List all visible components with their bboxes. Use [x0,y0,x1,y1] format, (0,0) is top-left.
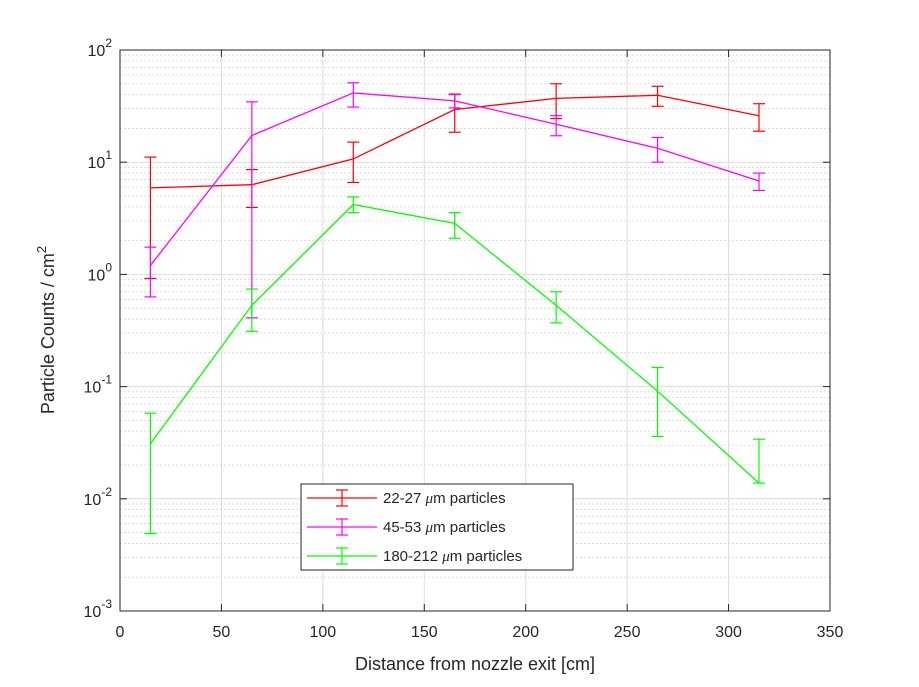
y-tick-label: 101 [88,148,113,172]
series-1 [144,83,765,280]
y-tick-label: 102 [88,36,113,60]
y-tick-label-base: 10 [84,492,102,509]
x-tick-label: 50 [213,624,231,641]
y-tick-label-exp: -3 [101,597,112,611]
y-tick-label: 10-1 [84,373,113,397]
y-tick-label-exp: 2 [105,36,112,50]
legend-label: 45-53 μm particles [383,519,506,536]
error-bar [753,438,765,484]
error-bar [753,103,765,132]
y-tick-label-base: 10 [88,267,106,284]
x-tick-labels: 0 50 100 150 200 250 300 350 [116,624,844,641]
y-tick-label: 100 [88,260,113,284]
error-bar [347,196,360,214]
x-tick-label: 250 [614,624,641,641]
y-tick-label-base: 10 [84,604,102,621]
plot-area-frame [119,49,831,612]
axis-ticks [119,49,831,612]
y-tick-label-base: 10 [84,380,102,397]
y-axis-label-main: Particle Counts / cm [38,253,58,414]
legend-label: 180-212 μm particles [383,548,522,565]
legend-item: 180-212 μm particles [307,547,522,565]
y-tick-label-exp: -2 [101,485,112,499]
y-tick-label-base: 10 [88,43,106,60]
x-tick-label: 300 [715,624,742,641]
y-tick-label: 10-3 [84,597,113,621]
error-bar [651,366,664,437]
y-tick-label-base: 10 [88,155,106,172]
legend-label: 22-27 μm particles [383,490,506,507]
error-bar [550,115,563,137]
error-bar [448,94,461,109]
x-tick-label: 350 [817,624,844,641]
x-tick-label: 150 [411,624,438,641]
y-axis-label-sup: 2 [34,246,49,253]
legend-label-prefix: 180-212 [383,548,442,565]
legend-label-mu: μ [441,549,450,565]
series-2 [144,82,765,319]
error-bar [550,291,563,324]
y-tick-label-exp: -1 [101,373,112,387]
error-bar [651,136,664,163]
legend-label-mu: μ [425,491,434,507]
error-bar [245,288,258,333]
error-bar [144,412,157,535]
y-tick-label-exp: 1 [105,148,112,162]
error-bar [347,141,360,184]
error-bar [347,82,360,108]
y-tick-label: 10-2 [84,485,113,509]
error-bar [448,212,461,239]
y-axis-label: Particle Counts / cm2 [34,246,58,414]
error-bar [144,246,157,298]
x-axis-label: Distance from nozzle exit [cm] [355,654,595,674]
legend-label-suffix: m particles [433,490,506,507]
x-tick-label: 100 [310,624,337,641]
series-layer [144,82,765,535]
error-bar [651,85,664,107]
legend-label-suffix: m particles [450,548,523,565]
series-3 [144,196,765,535]
legend-item: 22-27 μm particles [307,489,506,507]
x-tick-label: 0 [116,624,125,641]
legend-item: 45-53 μm particles [307,518,506,536]
legend-label-suffix: m particles [433,519,506,536]
legend-label-prefix: 22-27 [383,490,426,507]
y-tick-label-exp: 0 [105,260,112,274]
legend-label-prefix: 45-53 [383,519,426,536]
legend-label-mu: μ [425,520,434,536]
error-bar [753,172,765,192]
x-tick-label: 200 [512,624,539,641]
